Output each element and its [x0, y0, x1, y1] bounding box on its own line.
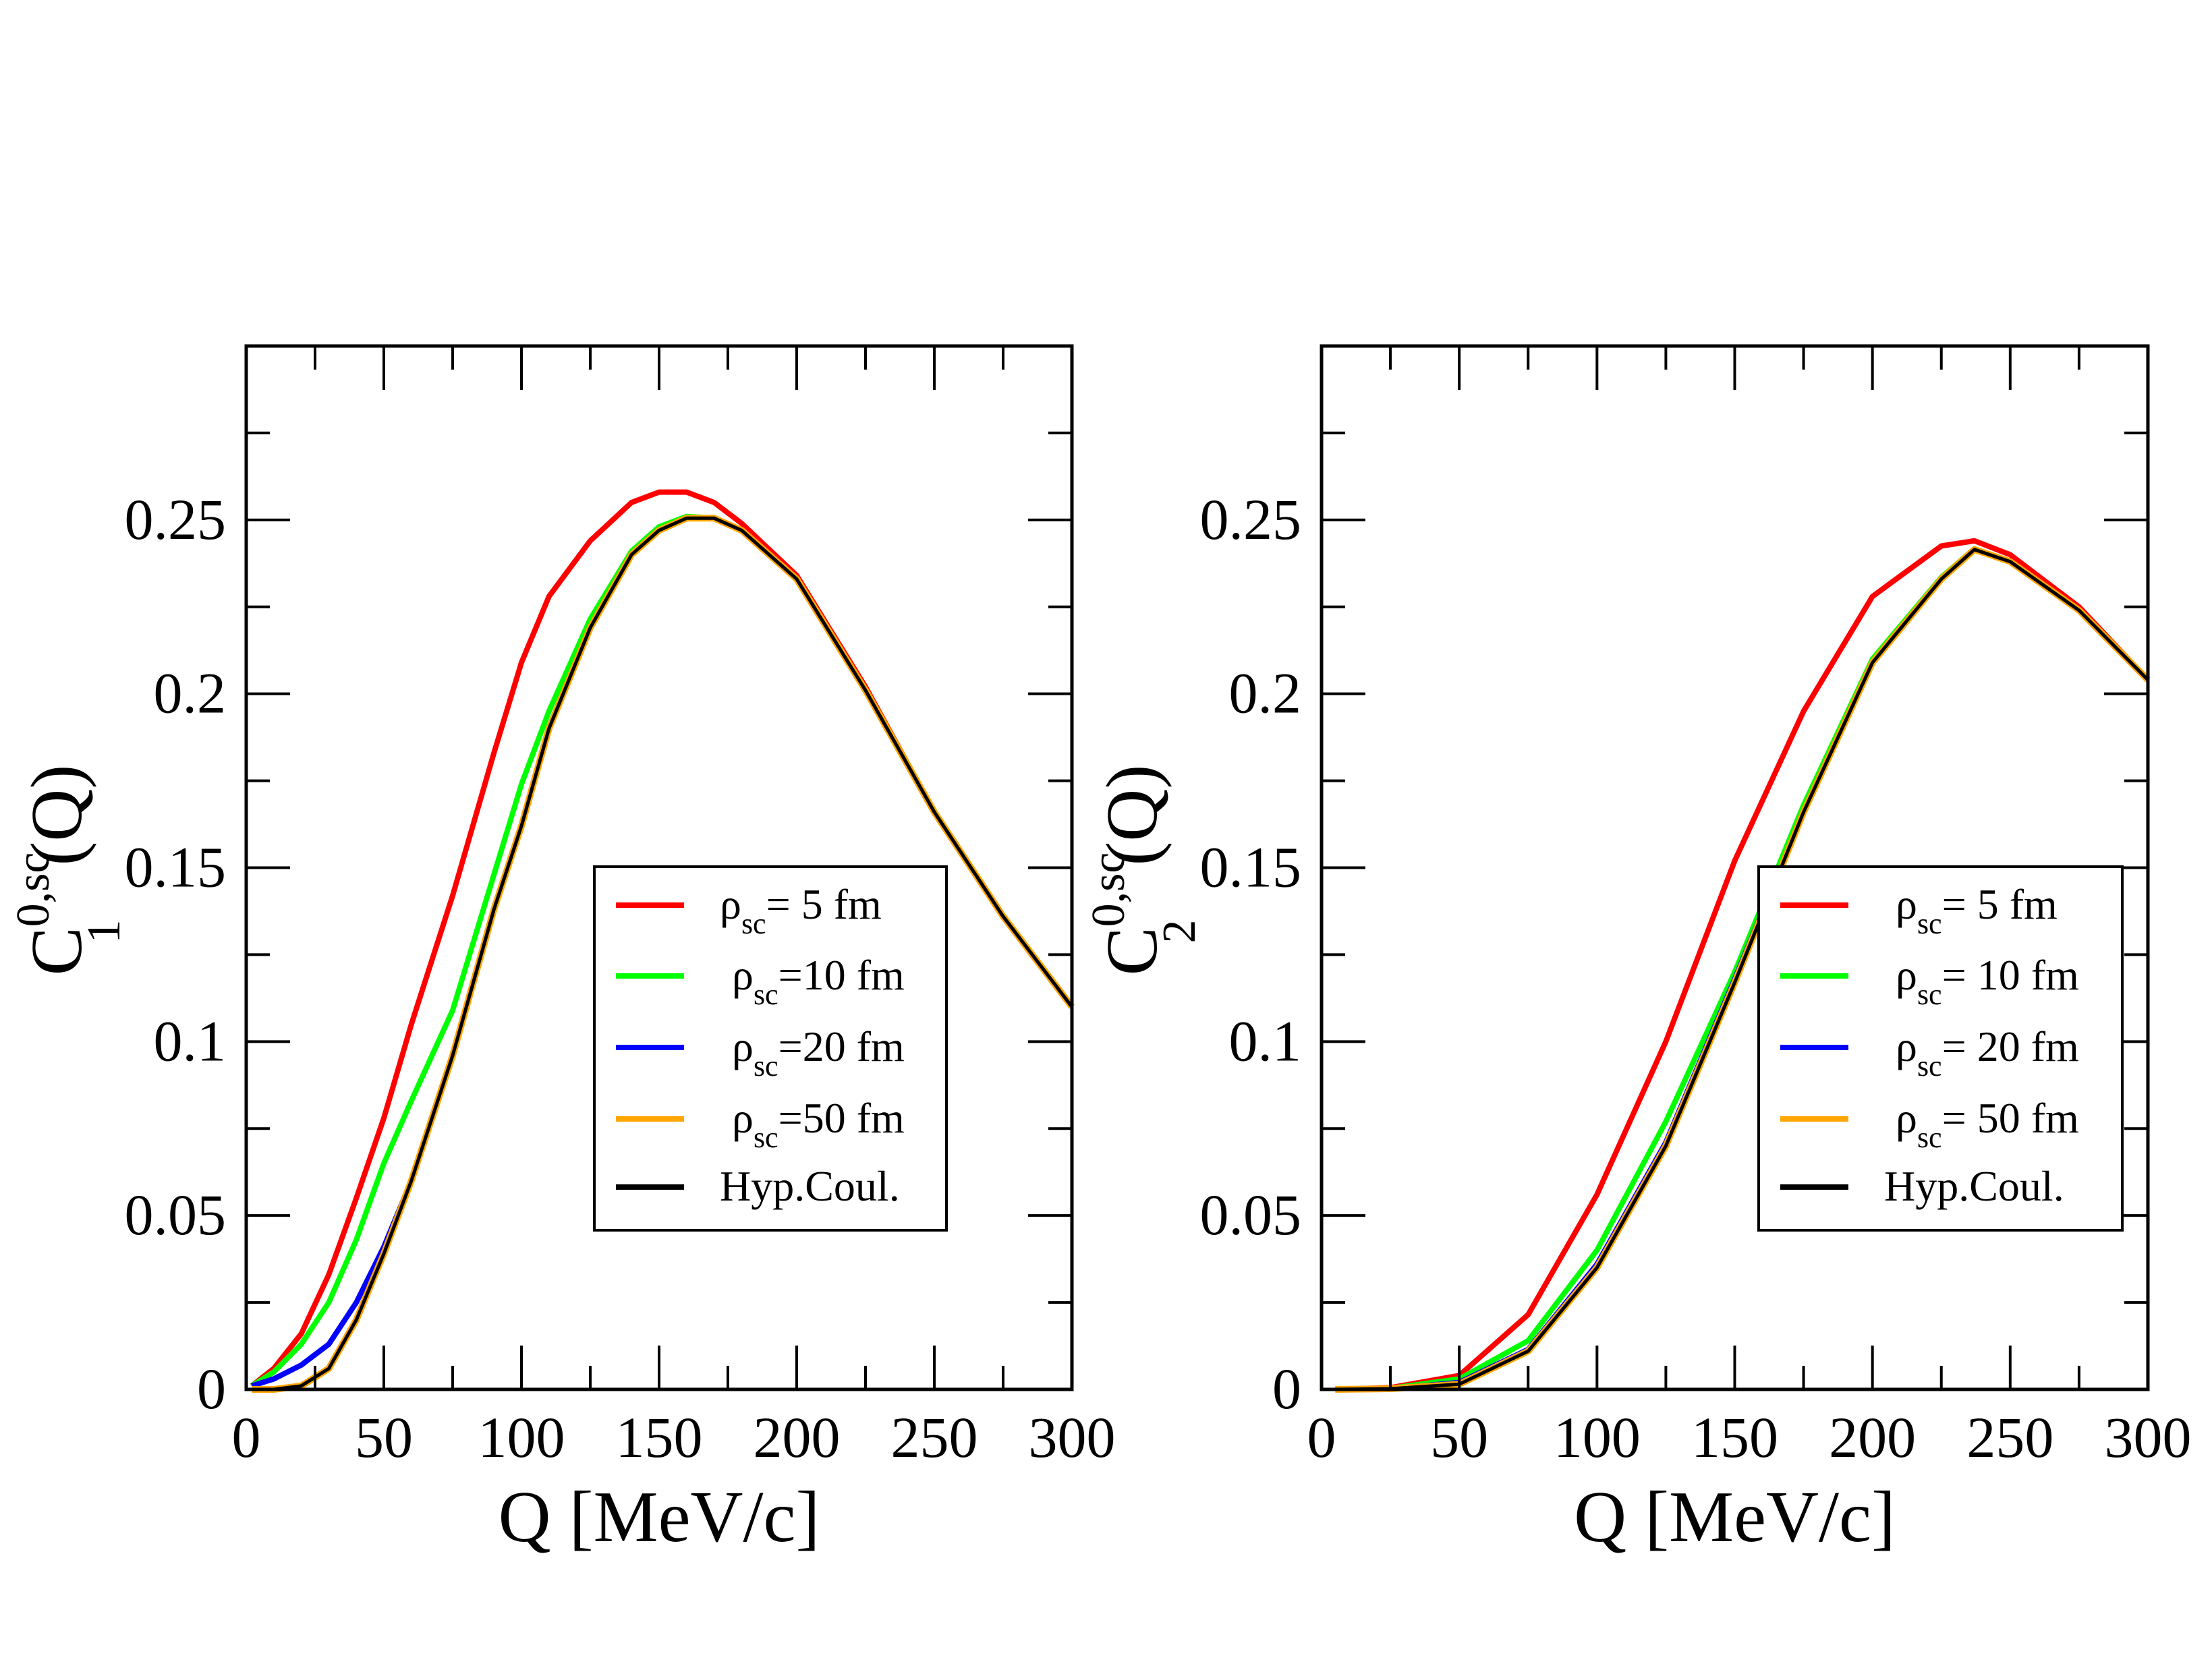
y-tick-label: 0: [1272, 1356, 1301, 1421]
legend-label-rho10: ρsc= 10 fm: [1896, 951, 2079, 1011]
x-axis-label: Q [MeV/c]: [499, 1477, 820, 1557]
legend-symbol: ρ: [732, 1094, 754, 1142]
y-label-subscript: 1: [78, 920, 130, 944]
legend-label-rho50: ρsc= 50 fm: [1896, 1094, 2079, 1154]
legend-label-hyp: Hyp.Coul.: [720, 1162, 900, 1210]
legend-subscript: sc: [741, 907, 766, 940]
left-panel: 0 50 100 150 200 250 300 0 0.05 0.1 0.15 0.2 0.25 Q […: [7, 344, 1116, 1557]
legend-symbol: ρ: [1896, 1022, 1917, 1070]
legend-value: =20 fm: [778, 1022, 905, 1070]
x-tick-label: 250: [891, 1405, 978, 1470]
y-tick-label: 0.2: [154, 661, 227, 726]
y-axis-label: C0,sc 1 (Q): [7, 765, 130, 976]
y-tick-label: 0.05: [125, 1182, 227, 1247]
y-tick-label: 0.1: [154, 1008, 227, 1073]
legend-value: = 10 fm: [1942, 951, 2079, 999]
y-label-main: C: [17, 927, 97, 975]
legend-value: = 20 fm: [1942, 1022, 2079, 1070]
x-tick-label: 250: [1966, 1405, 2053, 1470]
x-tick-label: 0: [1307, 1405, 1336, 1470]
legend-subscript: sc: [754, 978, 778, 1011]
y-label-superscript: 0,sc: [1083, 853, 1135, 927]
legend-label-rho20: ρsc= 20 fm: [1896, 1022, 2079, 1083]
x-tick-label: 150: [616, 1405, 703, 1470]
y-tick-label: 0.15: [1200, 835, 1302, 900]
y-label-main: C: [1092, 927, 1172, 975]
x-axis-label: Q [MeV/c]: [1574, 1477, 1896, 1557]
legend-symbol: ρ: [720, 880, 741, 928]
series-line-hyp: [252, 516, 1073, 1391]
x-tick-label: 200: [1829, 1405, 1916, 1470]
y-tick-label: 0.25: [1200, 487, 1302, 552]
legend-symbol: ρ: [1896, 880, 1917, 928]
legend-label-rho5: ρsc= 5 fm: [720, 880, 882, 940]
legend-value: = 5 fm: [766, 880, 882, 928]
x-tick-label: 300: [1029, 1405, 1116, 1470]
legend-symbol: ρ: [1896, 1094, 1917, 1142]
legend-symbol: ρ: [732, 951, 754, 999]
y-tick-label: 0.05: [1200, 1182, 1302, 1247]
x-tick-label: 100: [1554, 1405, 1641, 1470]
legend-label-rho50: ρsc=50 fm: [732, 1094, 905, 1154]
legend-value: =50 fm: [778, 1094, 905, 1142]
legend-subscript: sc: [754, 1121, 778, 1154]
y-label-tail: (Q): [17, 765, 97, 866]
legend-subscript: sc: [754, 1049, 778, 1083]
x-tick-label: 100: [478, 1405, 565, 1470]
legend-symbol: ρ: [732, 1022, 754, 1070]
y-label-superscript: 0,sc: [7, 853, 59, 927]
y-tick-label: 0: [197, 1356, 226, 1421]
x-tick-label: 150: [1691, 1405, 1778, 1470]
x-tick-label: 50: [1430, 1405, 1488, 1470]
legend-label-rho10: ρsc=10 fm: [732, 951, 905, 1011]
legend-subscript: sc: [1917, 978, 1942, 1011]
legend-value: Hyp.Coul.: [1884, 1162, 2064, 1210]
legend-subscript: sc: [1917, 1049, 1942, 1083]
legend-label-rho5: ρsc= 5 fm: [1896, 880, 2058, 940]
y-label-subscript: 2: [1154, 920, 1206, 944]
y-tick-label: 0.2: [1229, 661, 1302, 726]
legend-value: = 50 fm: [1942, 1094, 2079, 1142]
legend-value: =10 fm: [778, 951, 905, 999]
legend-symbol: ρ: [1896, 951, 1917, 999]
y-tick-label: 0.15: [125, 835, 227, 900]
legend-value: Hyp.Coul.: [720, 1162, 900, 1210]
x-tick-label: 300: [2105, 1405, 2192, 1470]
y-label-tail: (Q): [1092, 765, 1172, 866]
y-axis-label: C0,sc 2 (Q): [1083, 765, 1206, 976]
x-tick-label: 0: [232, 1405, 261, 1470]
legend-subscript: sc: [1917, 907, 1942, 940]
legend-label-rho20: ρsc=20 fm: [732, 1022, 905, 1083]
x-tick-label: 200: [754, 1405, 841, 1470]
y-tick-label: 0.1: [1229, 1008, 1302, 1073]
right-panel: 0 50 100 150 200 250 300 0 0.05 0.1 0.15 0.2 0.25 Q […: [1083, 344, 2192, 1557]
series-line-rho5: [1335, 538, 2150, 1392]
legend-value: = 5 fm: [1942, 880, 2058, 928]
x-tick-label: 50: [355, 1405, 413, 1470]
legend-label-hyp: Hyp.Coul.: [1884, 1162, 2064, 1210]
y-tick-label: 0.25: [125, 487, 227, 552]
legend-subscript: sc: [1917, 1121, 1942, 1154]
